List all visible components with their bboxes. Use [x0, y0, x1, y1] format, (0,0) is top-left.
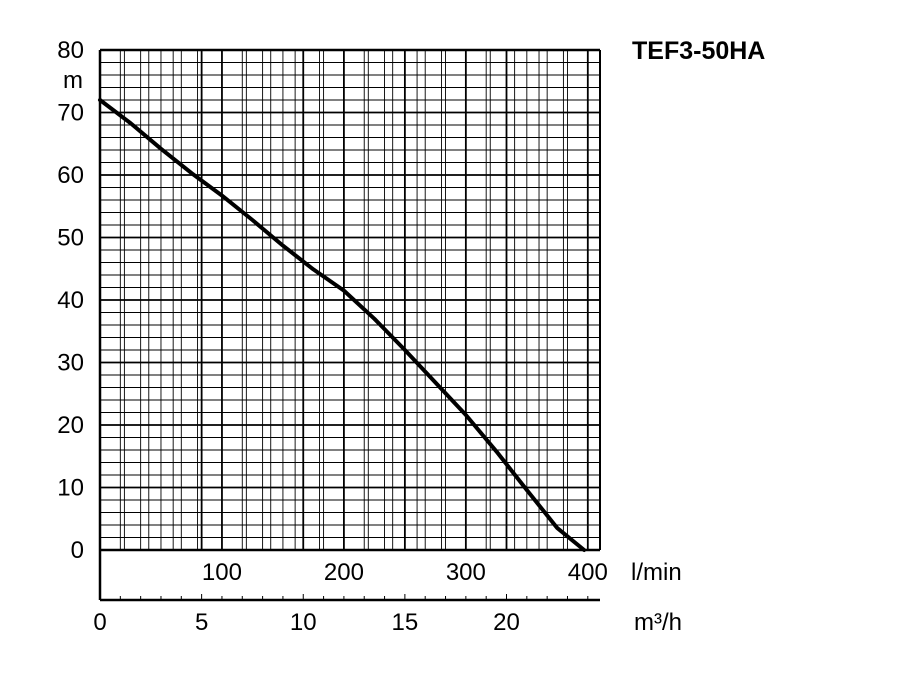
y-tick-label: 70 — [57, 100, 84, 127]
x-tick-label-m3h: 15 — [392, 609, 419, 636]
x-tick-label-m3h: 0 — [93, 609, 106, 636]
plot-frame — [98, 48, 601, 602]
curve-layer — [98, 98, 587, 552]
y-tick-label: 30 — [57, 350, 84, 377]
x-tick-label-lmin: 300 — [446, 559, 486, 586]
labels: 0 10 20 30 40 50 60 70 80 100 200 300 400 0 5 10 15 20 — [57, 37, 608, 636]
y-tick-label: 60 — [57, 162, 84, 189]
x-tick-label-m3h: 10 — [290, 609, 317, 636]
y-tick-label: 20 — [57, 412, 84, 439]
x-tick-label-m3h: 5 — [195, 609, 208, 636]
x-tick-label-lmin: 400 — [568, 559, 608, 586]
y-unit-label: m — [63, 67, 83, 94]
chart-title: TEF3-50HA — [632, 37, 765, 65]
x-unit-label-primary: l/min — [631, 559, 682, 586]
grid — [100, 49, 600, 551]
x-tick-label-lmin: 100 — [202, 559, 242, 586]
y-tick-label: 80 — [57, 37, 84, 64]
y-tick-label: 50 — [57, 225, 84, 252]
y-tick-label: 10 — [57, 475, 84, 502]
x-tick-label-lmin: 200 — [324, 559, 364, 586]
y-tick-label: 0 — [71, 537, 84, 564]
x-tick-label-m3h: 20 — [493, 609, 520, 636]
y-tick-label: 40 — [57, 287, 84, 314]
x-unit-label-secondary: m³/h — [634, 609, 682, 636]
